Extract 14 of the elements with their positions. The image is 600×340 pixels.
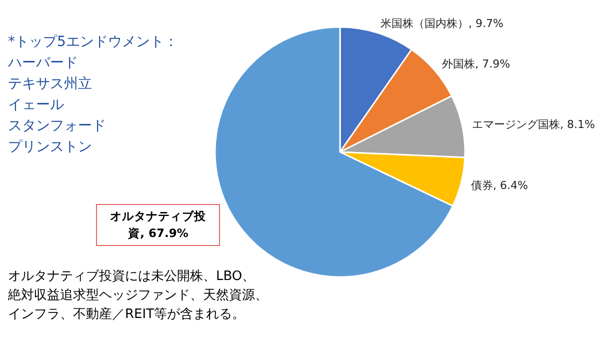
slice-label: 外国株, 7.9% xyxy=(442,58,510,71)
slice-label: 債券, 6.4% xyxy=(470,178,528,192)
slice-label: エマージング国株, 8.1% xyxy=(472,118,595,131)
text: テキサス州立 xyxy=(8,76,92,92)
slice-label: オルタナティブ投資, 67.9% xyxy=(96,204,220,246)
text: 絶対収益追求型ヘッジファンド、天然資源、 xyxy=(7,287,268,303)
text: ハーバード xyxy=(7,55,78,71)
text: インフラ、不動産／REIT等が含まれる。 xyxy=(8,306,246,322)
text: *トップ5エンドウメント： xyxy=(8,34,178,50)
text: プリンストン xyxy=(8,139,92,155)
text: イェール xyxy=(8,97,64,113)
slice-label: 米国株（国内株）, 9.7% xyxy=(380,17,504,30)
text: スタンフォード xyxy=(8,118,106,134)
text: オルタナティブ投資には未公開株、LBO、 xyxy=(8,269,256,284)
